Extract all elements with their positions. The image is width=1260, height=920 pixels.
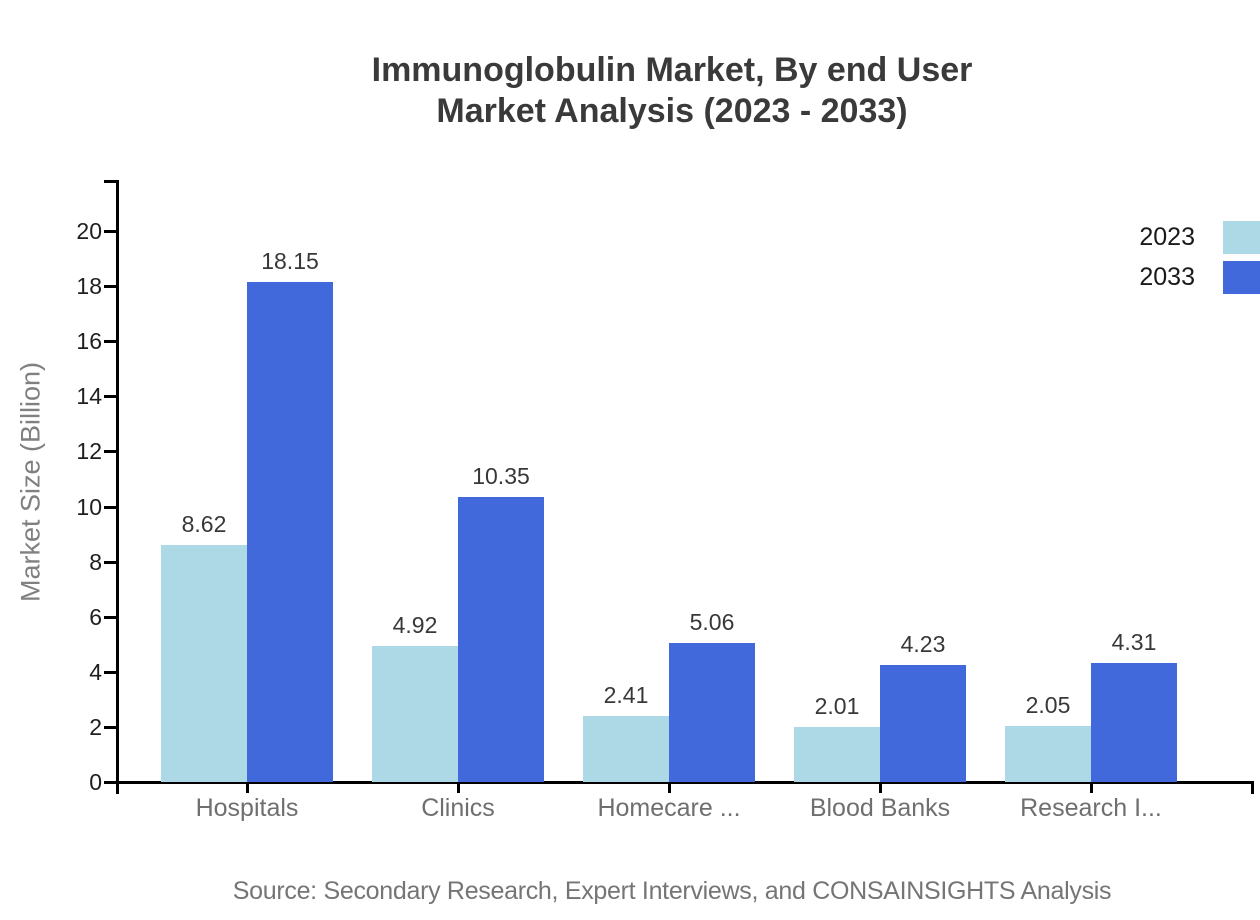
x-category-label-homecare: Homecare ... (597, 794, 741, 822)
y-tick-label-4: 4 (89, 658, 102, 685)
y-tick-label-8: 8 (89, 548, 102, 575)
x-tick-blood-banks (879, 784, 882, 793)
y-tick-12 (104, 450, 117, 454)
y-tick-6 (104, 615, 117, 619)
x-tick-hospitals (246, 784, 249, 793)
legend-label-2033: 2033 (1139, 263, 1195, 291)
y-tick-label-16: 16 (76, 328, 102, 355)
y-tick-label-18: 18 (76, 273, 102, 300)
value-label-2033-clinics: 10.35 (472, 463, 530, 489)
y-tick-14 (104, 395, 117, 399)
y-axis-title: Market Size (Billion) (15, 361, 46, 603)
x-category-label-hospitals: Hospitals (195, 794, 299, 822)
y-axis-top-cap (104, 180, 117, 183)
bar-2033-homecare (669, 643, 755, 782)
value-label-2023-research-i: 2.05 (1025, 692, 1071, 718)
value-label-2033-hospitals: 18.15 (261, 248, 319, 274)
x-category-label-blood-banks: Blood Banks (809, 794, 951, 822)
y-tick-16 (104, 340, 117, 344)
y-tick-18 (104, 285, 117, 289)
bar-2033-research-i (1091, 663, 1177, 782)
bar-2023-homecare (583, 716, 669, 782)
x-axis-end-cap (1251, 781, 1254, 794)
bar-2023-blood-banks (794, 727, 880, 782)
y-tick-0 (104, 781, 117, 784)
x-axis-line (116, 781, 1254, 784)
value-label-2033-research-i: 4.31 (1111, 629, 1157, 655)
y-tick-label-2: 2 (89, 713, 102, 740)
value-label-2023-clinics: 4.92 (392, 612, 438, 638)
y-tick-label-10: 10 (76, 493, 102, 520)
x-tick-research-i (1090, 784, 1093, 793)
y-axis-line (116, 180, 119, 794)
x-tick-clinics (457, 784, 460, 793)
x-tick-homecare (668, 784, 671, 793)
chart-title-line1: Immunoglobulin Market, By end User (371, 51, 973, 89)
bar-2023-clinics (372, 646, 458, 782)
value-label-2033-blood-banks: 4.23 (900, 631, 946, 657)
y-tick-label-12: 12 (76, 438, 102, 465)
y-tick-label-0: 0 (89, 769, 102, 795)
y-tick-8 (104, 560, 117, 564)
y-tick-10 (104, 505, 117, 509)
bar-2033-clinics (458, 497, 544, 782)
x-category-label-research-i: Research I... (1020, 794, 1162, 822)
bar-2033-blood-banks (880, 665, 966, 782)
bar-2023-research-i (1005, 726, 1091, 782)
y-tick-20 (104, 230, 117, 233)
y-tick-label-20: 20 (76, 218, 102, 244)
value-label-2023-hospitals: 8.62 (181, 511, 227, 537)
chart-title: Immunoglobulin Market, By end User Marke… (84, 50, 1260, 132)
legend-swatch-2023 (1223, 221, 1260, 254)
x-category-label-clinics: Clinics (421, 794, 495, 822)
chart-title-line2: Market Analysis (2023 - 2033) (436, 92, 908, 130)
value-label-2023-homecare: 2.41 (603, 682, 649, 708)
value-label-2033-homecare: 5.06 (689, 609, 735, 635)
value-label-2023-blood-banks: 2.01 (814, 693, 860, 719)
legend-label-2023: 2023 (1139, 223, 1195, 251)
bar-2033-hospitals (247, 282, 333, 782)
y-tick-label-6: 6 (89, 603, 102, 630)
source-caption: Source: Secondary Research, Expert Inter… (232, 877, 1112, 905)
y-tick-label-14: 14 (76, 383, 102, 410)
bar-2023-hospitals (161, 545, 247, 782)
legend-swatch-2033 (1223, 261, 1260, 294)
y-tick-2 (104, 725, 117, 729)
y-tick-4 (104, 670, 117, 674)
